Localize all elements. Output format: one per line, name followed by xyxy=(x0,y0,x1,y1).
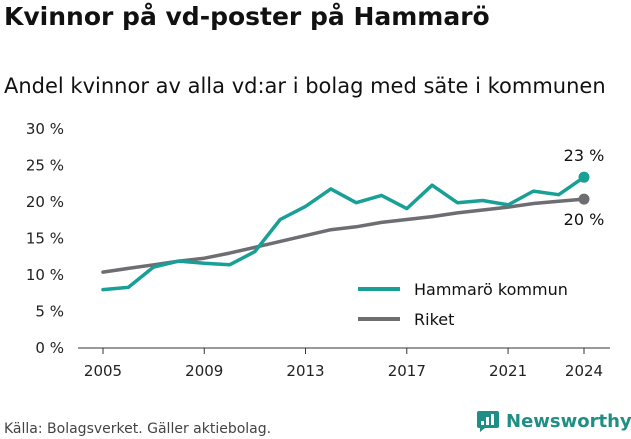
y-tick-label: 0 % xyxy=(35,339,64,357)
x-tick-label: 2009 xyxy=(185,362,223,380)
x-tick-label: 2005 xyxy=(84,362,122,380)
newsworthy-logo-icon xyxy=(477,411,499,432)
source-note: Källa: Bolagsverket. Gäller aktiebolag. xyxy=(4,421,272,437)
end-point-hammaro xyxy=(578,171,590,183)
brand-name: Newsworthy xyxy=(506,410,631,432)
series-lines xyxy=(101,175,586,292)
y-tick-label: 10 % xyxy=(26,266,64,284)
legend: Hammarö kommun Riket xyxy=(358,280,568,329)
y-tick-label: 15 % xyxy=(26,230,64,248)
x-tick-label: 2024 xyxy=(565,362,603,380)
y-axis-ticks: 0 % 5 % 10 % 15 % 20 % 25 % 30 % xyxy=(26,120,64,357)
end-point-riket xyxy=(578,193,590,205)
chart-subtitle: Andel kvinnor av alla vd:ar i bolag med … xyxy=(4,74,606,98)
legend-label: Riket xyxy=(414,310,454,329)
end-label-riket: 20 % xyxy=(564,210,605,229)
y-tick-label: 20 % xyxy=(26,193,64,211)
y-tick-label: 25 % xyxy=(26,157,64,175)
x-axis-ticks: 2005 2009 2013 2017 2021 2024 xyxy=(84,348,603,380)
line-chart: 0 %5 %10 %15 %20 %25 %30 % 2005 2009 2013 2… xyxy=(26,120,610,380)
brand-logo[interactable]: Newsworthy xyxy=(476,409,631,433)
x-tick-label: 2017 xyxy=(388,362,426,380)
chart-title: Kvinnor på vd-poster på Hammarö xyxy=(4,2,490,31)
x-tick-label: 2021 xyxy=(489,362,527,380)
y-tick-label: 5 % xyxy=(35,303,64,321)
end-points: 23 % 20 % xyxy=(564,146,605,229)
y-tick-label: 30 % xyxy=(26,120,64,138)
legend-label: Hammarö kommun xyxy=(414,280,568,299)
x-tick-label: 2013 xyxy=(286,362,324,380)
end-label-hammaro: 23 % xyxy=(564,146,605,165)
series-line-hammaro xyxy=(101,175,586,292)
